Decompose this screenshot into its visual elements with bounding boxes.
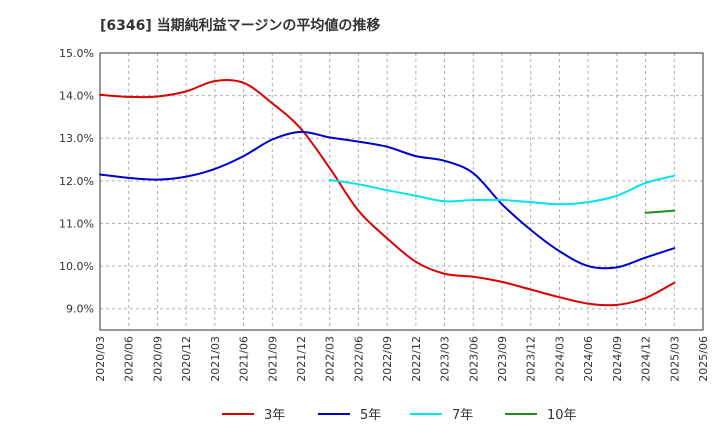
plot-area — [99, 52, 704, 331]
legend-item-2: 7年 — [410, 408, 473, 423]
legend-label: 10年 — [547, 408, 577, 423]
y-tick-label: 13.0% — [59, 132, 94, 145]
y-tick-label: 11.0% — [59, 217, 94, 230]
legend-label: 3年 — [264, 408, 285, 423]
x-tick-label: 2022/09 — [381, 336, 394, 382]
series-line-3 — [644, 209, 676, 214]
legend-item-1: 5年 — [318, 408, 381, 423]
x-tick-label: 2025/03 — [668, 336, 681, 382]
chart-title: [6346] 当期純利益マージンの平均値の推移 — [100, 17, 380, 34]
y-tick-label: 9.0% — [66, 303, 94, 316]
y-axis-tick-labels: 9.0% 10.0% 11.0% 12.0% 13.0% 14.0% 15.0% — [59, 47, 94, 316]
x-tick-label: 2021/03 — [209, 336, 222, 382]
x-tick-label: 2022/06 — [352, 336, 365, 382]
y-tick-label: 14.0% — [59, 90, 94, 103]
x-tick-label: 2025/06 — [697, 336, 710, 382]
x-tick-label: 2023/06 — [467, 336, 480, 382]
series-line-2 — [328, 174, 676, 206]
legend: 3年 5年 7年 10年 — [222, 408, 577, 423]
x-tick-label: 2020/12 — [180, 336, 193, 382]
legend-item-0: 3年 — [222, 408, 285, 423]
x-axis-tick-labels: 2020/03 2020/06 2020/09 2020/12 2021/03 2021/… — [94, 336, 710, 382]
legend-item-3: 10年 — [505, 408, 577, 423]
y-tick-label: 15.0% — [59, 47, 94, 60]
x-tick-label: 2022/12 — [410, 336, 423, 382]
y-tick-label: 12.0% — [59, 175, 94, 188]
series-line-1 — [99, 130, 676, 270]
x-tick-label: 2021/12 — [295, 336, 308, 382]
x-tick-label: 2021/09 — [266, 336, 279, 382]
x-tick-label: 2023/03 — [439, 336, 452, 382]
x-tick-label: 2020/03 — [94, 336, 107, 382]
x-tick-label: 2023/12 — [525, 336, 538, 382]
x-tick-label: 2020/09 — [151, 336, 164, 382]
series-lines — [99, 79, 676, 307]
x-tick-label: 2022/03 — [324, 336, 337, 382]
y-tick-label: 10.0% — [59, 260, 94, 273]
legend-label: 5年 — [360, 408, 381, 423]
x-tick-label: 2023/09 — [496, 336, 509, 382]
x-tick-label: 2024/09 — [611, 336, 624, 382]
x-tick-label: 2024/12 — [640, 336, 653, 382]
legend-label: 7年 — [452, 408, 473, 423]
x-tick-label: 2024/06 — [582, 336, 595, 382]
series-line-0 — [99, 79, 676, 307]
grid-lines — [100, 52, 703, 330]
x-tick-label: 2021/06 — [238, 336, 251, 382]
x-tick-label: 2020/06 — [123, 336, 136, 382]
x-tick-label: 2024/03 — [553, 336, 566, 382]
